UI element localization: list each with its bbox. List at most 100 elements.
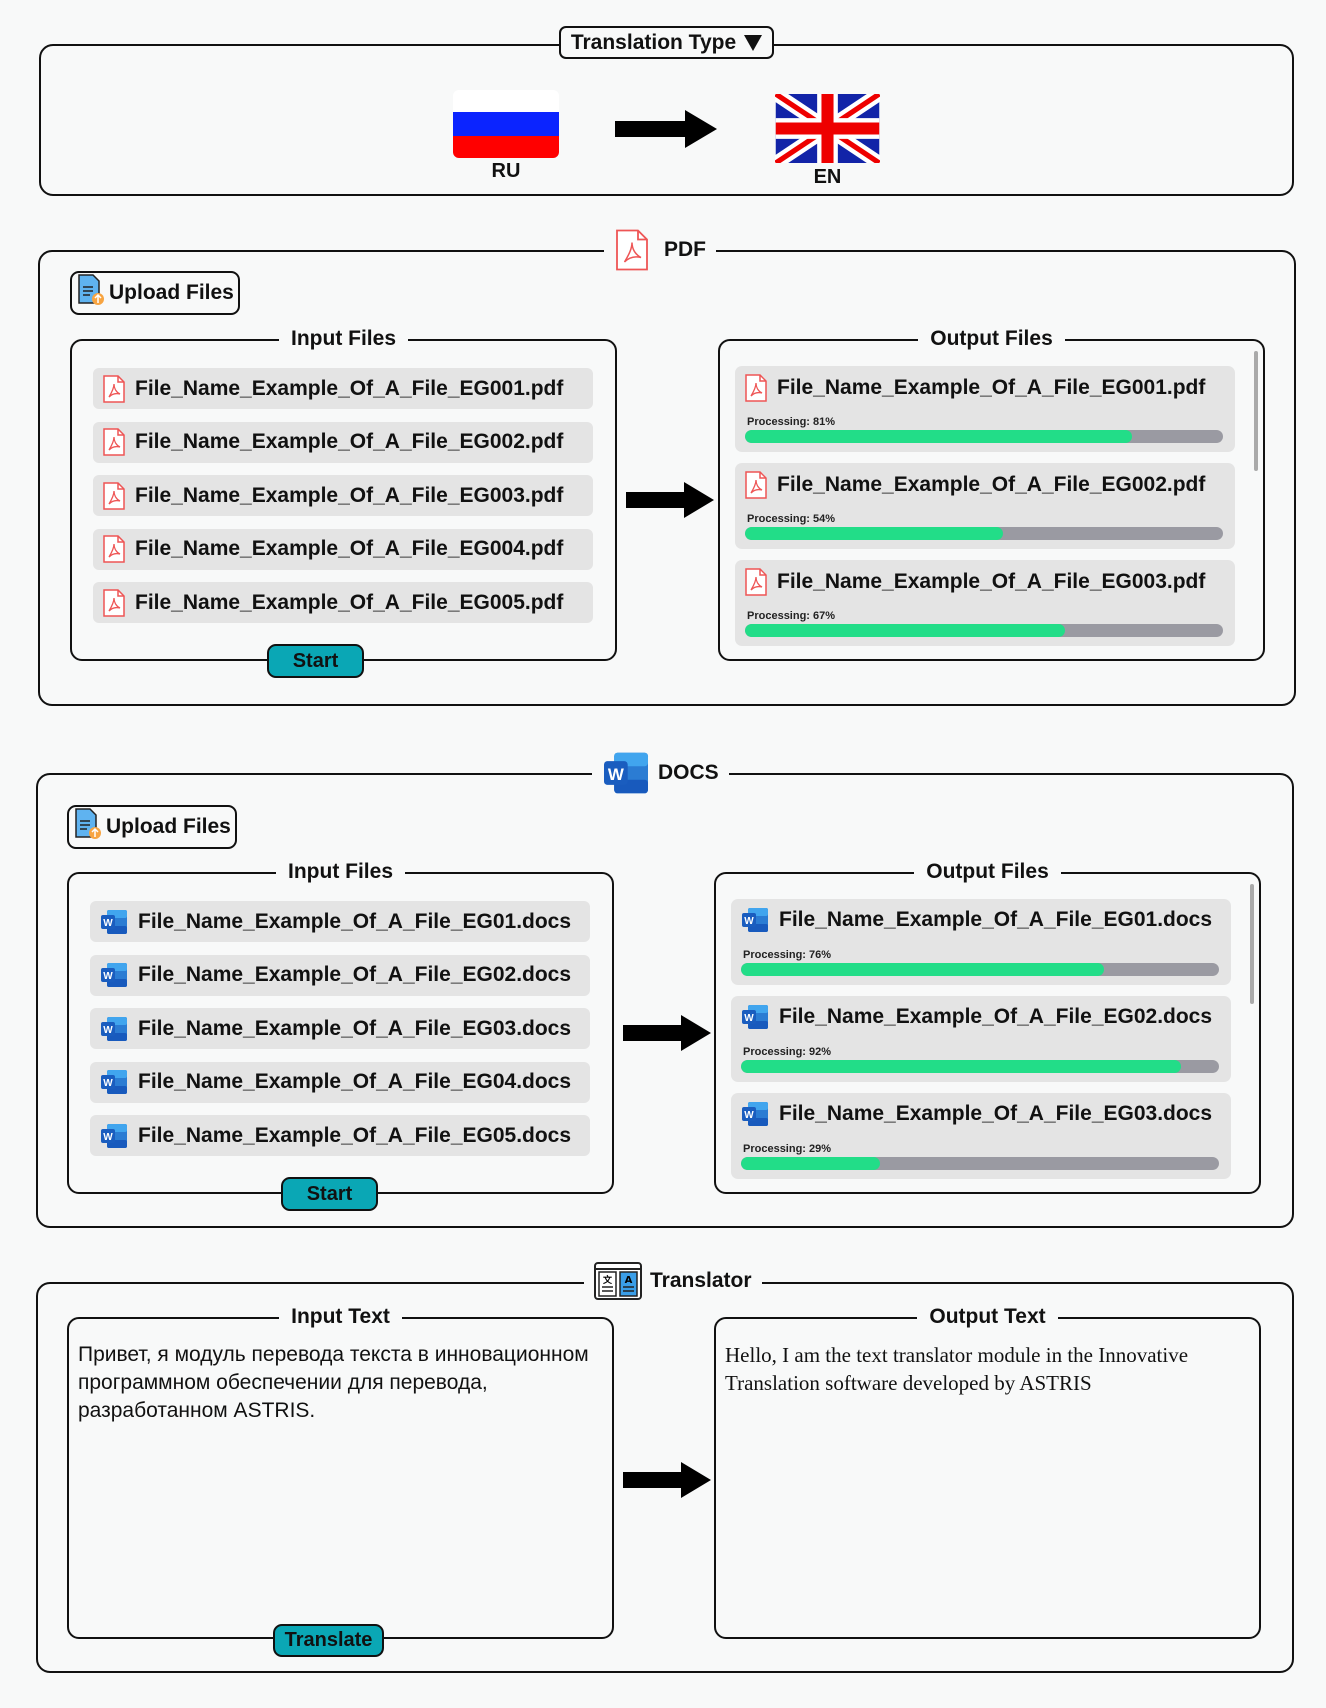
pdf-start-button[interactable]: Start — [267, 644, 364, 678]
svg-text:W: W — [744, 1110, 754, 1121]
file-name: File_Name_Example_Of_A_File_EG003.pdf — [135, 483, 564, 507]
translate-button[interactable]: Translate — [273, 1624, 384, 1657]
scrollbar[interactable] — [1250, 884, 1254, 1004]
processing-status: Processing: 54% — [747, 513, 836, 525]
translator-title-text: Translator — [650, 1269, 752, 1292]
progress-fill — [741, 963, 1105, 976]
svg-text:A: A — [625, 1275, 633, 1286]
input-file-item[interactable]: File_Name_Example_Of_A_File_EG003.pdf — [93, 475, 593, 516]
file-name: File_Name_Example_Of_A_File_EG03.docs — [138, 1016, 572, 1040]
target-language-code: EN — [813, 166, 842, 188]
output-file-item[interactable]: W File_Name_Example_Of_A_File_EG03.docs Pr… — [731, 1093, 1231, 1179]
progress-bar — [745, 527, 1223, 540]
file-name: File_Name_Example_Of_A_File_EG002.pdf — [777, 473, 1206, 496]
processing-status: Processing: 81% — [747, 416, 836, 428]
file-name: File_Name_Example_Of_A_File_EG003.pdf — [777, 570, 1206, 593]
input-file-item[interactable]: W File_Name_Example_Of_A_File_EG04.docs — [90, 1061, 590, 1103]
docs-section-title: W DOCS — [592, 751, 729, 795]
input-file-item[interactable]: File_Name_Example_Of_A_File_EG002.pdf — [93, 421, 593, 463]
input-file-item[interactable]: File_Name_Example_Of_A_File_EG004.pdf — [93, 528, 593, 570]
pdf-file-icon — [103, 428, 125, 456]
output-file-item[interactable]: File_Name_Example_Of_A_File_EG002.pdf Pro… — [735, 463, 1235, 549]
input-file-item[interactable]: W File_Name_Example_Of_A_File_EG01.docs — [90, 901, 590, 942]
scrollbar[interactable] — [1254, 351, 1258, 471]
pdf-file-icon — [745, 471, 767, 499]
output-file-item[interactable]: W File_Name_Example_Of_A_File_EG01.docs Pr… — [731, 899, 1231, 985]
upload-files-label: Upload Files — [106, 815, 231, 838]
file-name: File_Name_Example_Of_A_File_EG04.docs — [138, 1070, 572, 1093]
pdf-file-icon — [103, 535, 125, 563]
input-text-area[interactable]: Привет, я модуль перевода текста в иннов… — [78, 1343, 589, 1422]
output-text-panel: Output Text Hello, I am the text transla… — [714, 1305, 1261, 1639]
progress-fill — [745, 527, 1004, 540]
translator-section-title: 文 A Translator — [584, 1262, 762, 1300]
file-name: File_Name_Example_Of_A_File_EG03.docs — [779, 1102, 1213, 1125]
svg-text:W: W — [103, 918, 113, 929]
docs-section: W DOCS Upload Files Input Files W File_Na… — [36, 751, 1294, 1228]
output-text-area: Hello, I am the text translator module i… — [725, 1343, 1189, 1395]
upload-file-icon — [73, 807, 103, 847]
word-file-icon: W — [100, 909, 128, 935]
docs-start-button[interactable]: Start — [281, 1177, 378, 1211]
input-files-title: Input Files — [276, 860, 405, 883]
input-files-title: Input Files — [279, 327, 408, 350]
input-file-item[interactable]: File_Name_Example_Of_A_File_EG005.pdf — [93, 582, 593, 623]
svg-text:W: W — [744, 1013, 754, 1024]
processing-status: Processing: 92% — [743, 1046, 832, 1058]
arrow-right-icon — [615, 110, 717, 148]
input-file-item[interactable]: W File_Name_Example_Of_A_File_EG05.docs — [90, 1115, 590, 1156]
output-files-title: Output Files — [918, 327, 1065, 350]
file-name: File_Name_Example_Of_A_File_EG02.docs — [138, 963, 572, 986]
progress-bar — [745, 624, 1223, 637]
russia-flag[interactable] — [453, 90, 559, 158]
input-file-item[interactable]: File_Name_Example_Of_A_File_EG001.pdf — [93, 368, 593, 409]
word-file-icon: W — [100, 1123, 128, 1149]
file-name: File_Name_Example_Of_A_File_EG004.pdf — [135, 537, 564, 560]
docs-output-files-panel: Output Files W File_Name_Example_Of_A_Fil… — [714, 860, 1261, 1194]
docs-title-text: DOCS — [658, 761, 719, 784]
arrow-right-icon — [623, 1015, 711, 1051]
output-file-item[interactable]: File_Name_Example_Of_A_File_EG001.pdf Pro… — [735, 366, 1235, 452]
source-language-code: RU — [491, 160, 521, 182]
docs-upload-files-button[interactable]: Upload Files — [67, 805, 237, 849]
uk-flag[interactable] — [775, 94, 880, 163]
input-file-item[interactable]: W File_Name_Example_Of_A_File_EG03.docs — [90, 1008, 590, 1049]
svg-text:文: 文 — [602, 1274, 613, 1286]
file-name: File_Name_Example_Of_A_File_EG02.docs — [779, 1005, 1213, 1028]
output-text-title: Output Text — [917, 1305, 1058, 1328]
pdf-file-icon — [745, 374, 767, 402]
input-text-panel[interactable]: Input Text Привет, я модуль перевода тек… — [67, 1305, 614, 1657]
progress-fill — [745, 624, 1066, 637]
progress-fill — [745, 430, 1133, 443]
pdf-section: PDF Upload Files Input Files File_Name_E… — [38, 229, 1296, 706]
file-name: File_Name_Example_Of_A_File_EG01.docs — [779, 908, 1213, 931]
svg-text:W: W — [608, 765, 624, 784]
word-file-icon: W — [100, 1016, 128, 1042]
file-name: File_Name_Example_Of_A_File_EG001.pdf — [135, 376, 564, 400]
translator-section: 文 A Translator Input Text Привет, я модул… — [36, 1262, 1294, 1673]
word-file-icon: W — [741, 907, 769, 933]
processing-status: Processing: 29% — [743, 1143, 832, 1155]
docs-input-files-panel: Input Files W File_Name_Example_Of_A_File… — [67, 860, 614, 1211]
pdf-file-icon — [103, 481, 125, 510]
input-file-item[interactable]: W File_Name_Example_Of_A_File_EG02.docs — [90, 954, 590, 996]
svg-text:W: W — [744, 916, 754, 927]
arrow-right-icon — [623, 1462, 711, 1498]
translation-type-dropdown[interactable]: Translation Type — [559, 26, 774, 59]
pdf-file-icon — [103, 588, 125, 617]
progress-bar — [745, 430, 1223, 443]
pdf-file-icon — [745, 568, 767, 596]
output-file-item[interactable]: W File_Name_Example_Of_A_File_EG02.docs Pr… — [731, 996, 1231, 1082]
pdf-file-icon — [103, 374, 125, 403]
word-file-icon: W — [100, 1069, 128, 1095]
pdf-upload-files-button[interactable]: Upload Files — [70, 271, 240, 315]
progress-fill — [741, 1060, 1181, 1073]
progress-bar — [741, 1157, 1219, 1170]
file-name: File_Name_Example_Of_A_File_EG05.docs — [138, 1123, 572, 1147]
pdf-input-files-panel: Input Files File_Name_Example_Of_A_File_… — [70, 327, 617, 678]
output-file-item[interactable]: File_Name_Example_Of_A_File_EG003.pdf Pro… — [735, 560, 1235, 646]
upload-files-label: Upload Files — [109, 281, 234, 304]
svg-text:W: W — [103, 1078, 113, 1089]
word-file-icon: W — [741, 1101, 769, 1127]
input-text-title: Input Text — [279, 1305, 402, 1328]
